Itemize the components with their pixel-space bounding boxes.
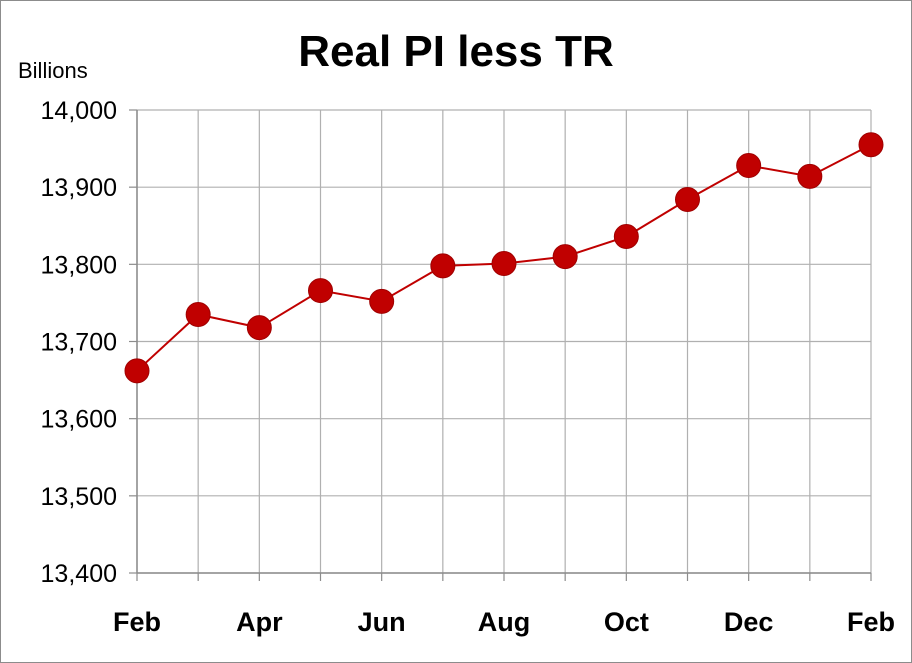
axes (129, 109, 872, 581)
data-point (613, 224, 639, 250)
y-tick-label: 13,800 (41, 251, 117, 279)
gridlines (136, 109, 872, 574)
data-series (124, 132, 884, 384)
data-point (675, 187, 700, 213)
data-point (552, 244, 578, 270)
data-point (308, 278, 333, 304)
data-point (185, 301, 211, 327)
y-tick-label: 13,400 (41, 560, 117, 588)
x-tick-label: Apr (236, 607, 283, 637)
x-tick-label: Aug (478, 607, 530, 637)
data-point (430, 253, 456, 279)
y-tick-label: 13,500 (41, 483, 117, 511)
data-point (797, 163, 823, 189)
data-point (491, 251, 517, 277)
chart-title: Real PI less TR (298, 27, 613, 76)
y-tick-label: 13,600 (41, 406, 117, 434)
x-tick-label: Oct (604, 607, 649, 637)
data-point (736, 153, 762, 179)
data-point (246, 315, 272, 341)
data-point (124, 358, 150, 384)
data-point (369, 288, 395, 314)
x-axis-ticks: Feb Apr Jun Aug Oct Dec Feb (113, 607, 895, 637)
data-point (858, 132, 884, 158)
x-tick-label: Jun (358, 607, 406, 637)
y-axis-unit-label: Billions (18, 58, 88, 83)
x-tick-label: Feb (113, 607, 161, 637)
x-tick-label: Dec (724, 607, 774, 637)
y-tick-label: 14,000 (41, 97, 117, 125)
y-tick-label: 13,900 (41, 174, 117, 202)
y-axis-ticks: 13,400 13,500 13,600 13,700 13,800 13,900 14,0… (41, 97, 117, 588)
y-tick-label: 13,700 (41, 329, 117, 357)
x-tick-label: Feb (847, 607, 895, 637)
